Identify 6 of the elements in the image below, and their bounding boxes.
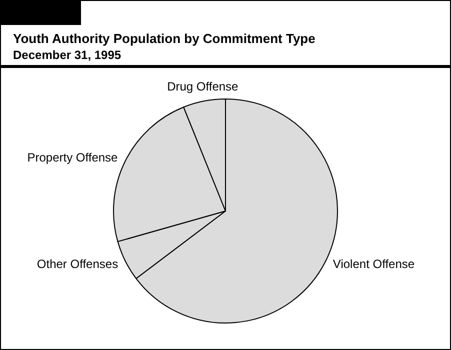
slice-label: Other Offenses xyxy=(36,256,118,271)
chart-subtitle: December 31, 1995 xyxy=(13,48,122,62)
slice-label: Property Offense xyxy=(27,150,118,165)
slice-label: Drug Offense xyxy=(167,80,239,94)
chart-title: Youth Authority Population by Commitment Type xyxy=(13,31,316,46)
slice-label: Violent Offense xyxy=(332,256,415,271)
